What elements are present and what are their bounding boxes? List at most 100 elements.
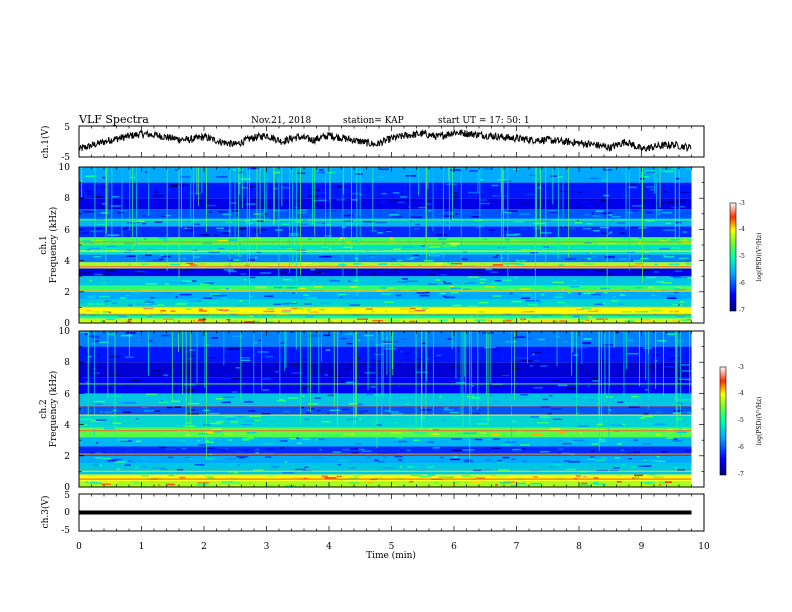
ch1-spec-speckle [652,203,664,205]
ch1-spec-speckle [365,308,373,310]
ch1-spec-spike [678,167,680,253]
ch2-spec-speckle [373,394,385,396]
ch1-spec-speckle [190,192,202,195]
ch1-spec-speckle [239,243,241,245]
ch2-spec-speckle [485,424,490,426]
ch1-spec-speckle [416,202,429,204]
ch2-spec-speckle [107,459,113,462]
ch1-spec-speckle [505,315,512,317]
ch1-spec-speckle [409,220,412,222]
ch1-spec-speckle [383,271,395,273]
ch1-spec-speckle [455,213,458,215]
ch2-spec-speckle [509,374,518,376]
ch2-spec-speckle [652,476,664,478]
ch2-spec-speckle [447,338,452,340]
ch1-spec-speckle [592,215,602,217]
ch1-spec-speckle [602,270,605,272]
ch1-spec-speckle [512,168,518,171]
ch2-spec-speckle [279,342,285,344]
ch2-spec-speckle [231,391,238,393]
ch2-spec-speckle [640,375,647,377]
ch1-spec-spike [295,167,297,295]
ch1-spec-speckle [245,171,252,173]
ch2-spec-speckle [183,425,196,427]
ch1-spec-spike [432,167,434,231]
ch1-spec-speckle [436,234,448,236]
ch1-spec-speckle [218,248,225,250]
ch2-spec-band-1 [79,474,692,481]
ch1-spec-spike [539,167,541,241]
ch1-spec-speckle [303,294,309,296]
ch2-spec-speckle [414,373,420,375]
ch1-spec-speckle [175,296,178,298]
ch1-spec-speckle [446,222,450,224]
ch1-spec-blank [691,167,704,323]
ch2-spec-speckle [431,433,440,435]
ch1-spec-speckle [640,257,649,260]
ch1-spec-speckle [608,214,613,216]
ch2-spec-speckle [480,395,491,397]
ch1-spec-speckle [623,313,628,316]
ch1-spec-speckle [533,222,546,225]
ch1-spec-speckle [614,287,624,289]
ch1-spec-speckle [426,240,432,242]
ch2-spec-band-5 [79,437,692,447]
ch2-spec-speckle [300,457,311,459]
ch2-spec-speckle [196,483,209,486]
ch2-spec-speckle [581,342,592,344]
ch1-spec-speckle [647,167,653,170]
ch1-spec-speckle [128,264,131,266]
ch2-spec-speckle [372,477,383,479]
ch1-spec-speckle [480,179,484,181]
ch1-spec-speckle [80,272,91,274]
ch1-spec-speckle [144,301,155,304]
ch2-spec-speckle [110,416,118,418]
ch2-spec-speckle [637,465,643,467]
ch2-spec-speckle [438,476,450,478]
ch1-spec-speckle [603,319,606,321]
ch1-spec-speckle [128,304,133,307]
ch2-spec-speckle [104,412,112,414]
ch2-spec-speckle [598,440,607,442]
ch2-spec-speckle [625,452,633,455]
ch2-spec-speckle [621,449,624,451]
ch2-spec-speckle [573,354,579,356]
ch1-spec-speckle [342,220,353,222]
ch1-spec-speckle [678,287,684,290]
ch2-spec-speckle [557,475,563,477]
ch1-spec-speckle [654,263,658,266]
ch2-spec-speckle [352,475,365,477]
ch1-colorbar-tick-m4: -4 [739,226,745,233]
ch2-spec-speckle [584,372,589,375]
ch1-spec-spike [426,167,428,262]
ch2-spec-speckle [498,469,510,471]
ch2-spec-speckle [222,353,232,355]
ch2-spec-speckle [125,384,130,387]
ch2-spec-spike [382,331,384,398]
ch2-spec-speckle [189,362,199,365]
ch2-spec-speckle [236,456,249,458]
ch2-spec-speckle [282,472,294,474]
ch1-spec-speckle [393,273,405,276]
ch1-spec-speckle [108,311,111,314]
ch2-spec-speckle [332,451,341,453]
ch1-spec-speckle [573,279,576,282]
ch2-spec-spike [604,331,606,403]
ch2-spec-speckle [341,408,349,411]
ch2-spec-spike [389,331,391,412]
ch1-spec-speckle [514,258,518,260]
ch1-freq-tick-10: 10 [59,163,71,173]
ch2-spec-speckle [614,457,620,459]
ch2-spec-speckle [106,333,115,336]
ch2-spec-speckle [558,431,567,434]
ch2-spec-speckle [135,466,139,469]
ch1-spec-speckle [625,292,636,294]
ch2-spec-speckle [281,425,288,427]
ch1-spec-speckle [293,264,297,266]
ch1-spec-speckle [207,302,219,304]
ch1-spec-speckle [670,206,677,209]
ch2-spec-speckle [427,441,434,443]
ch1-spec-speckle [88,200,97,202]
ch2-spec-speckle [539,357,542,359]
ch1-spec-speckle [176,302,188,305]
